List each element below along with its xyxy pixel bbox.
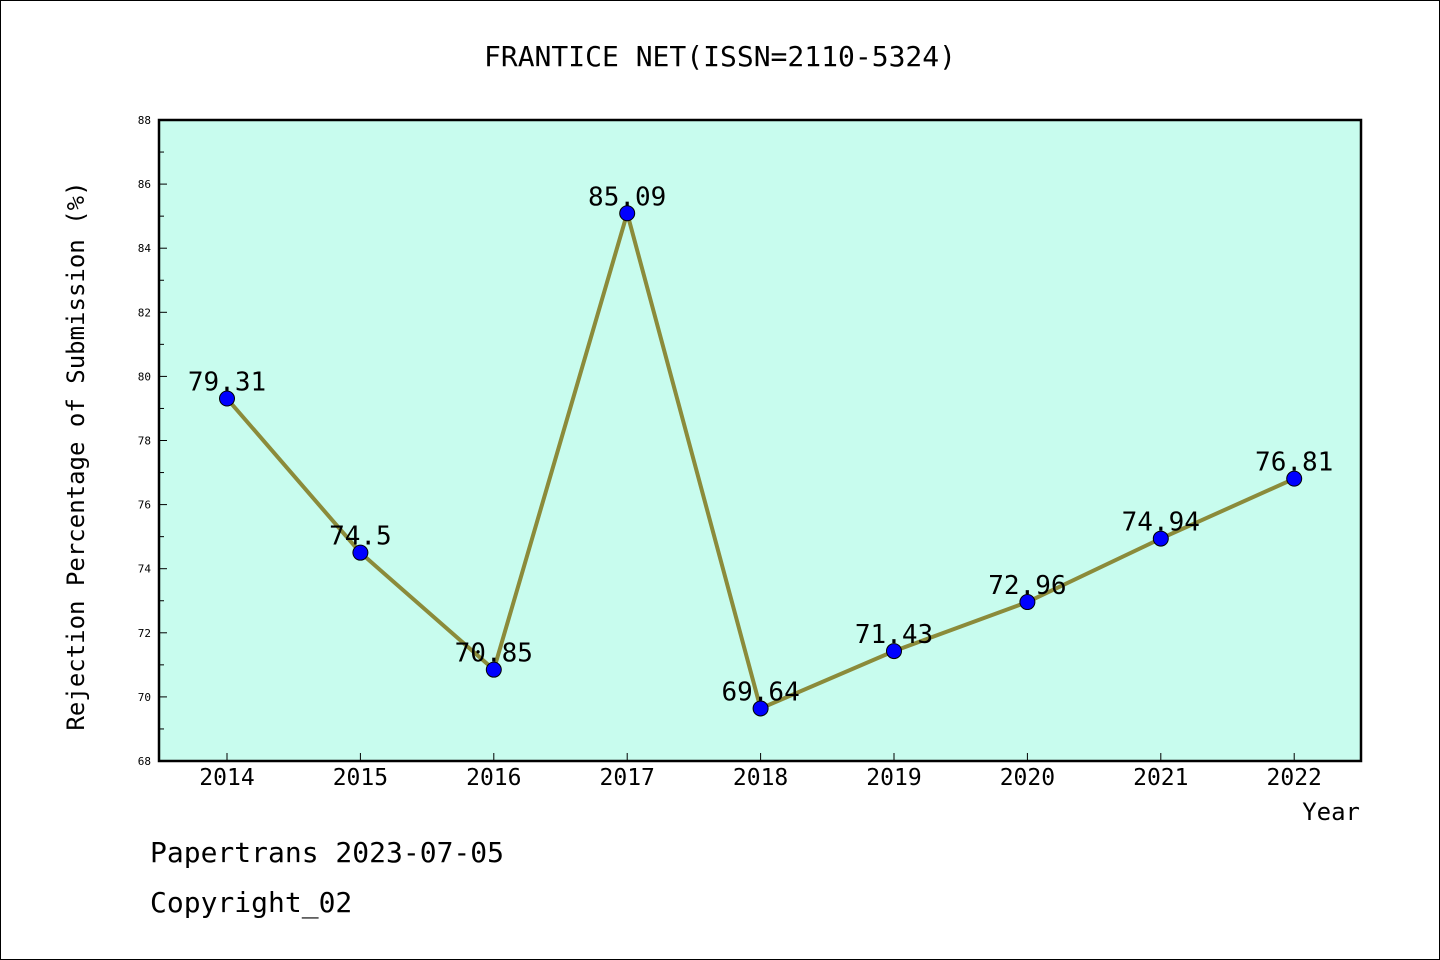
chart-title: FRANTICE NET(ISSN=2110-5324) bbox=[484, 40, 956, 73]
x-tick-label: 2022 bbox=[1267, 765, 1322, 791]
data-label: 74.5 bbox=[329, 522, 392, 552]
y-tick-label: 88 bbox=[138, 114, 151, 127]
y-tick-label: 70 bbox=[138, 691, 151, 704]
x-tick-label: 2020 bbox=[1000, 765, 1055, 791]
data-label: 70.85 bbox=[455, 639, 533, 669]
x-tick-label: 2019 bbox=[866, 765, 921, 791]
footer-copyright: Copyright_02 bbox=[150, 886, 353, 919]
data-point bbox=[219, 390, 235, 407]
data-point bbox=[886, 643, 902, 660]
plot-border bbox=[157, 118, 1363, 763]
y-tick-label: 72 bbox=[138, 627, 151, 640]
y-tick-label: 74 bbox=[138, 563, 152, 576]
y-tick-label: 76 bbox=[138, 499, 151, 512]
x-tick-label: 2021 bbox=[1133, 765, 1188, 791]
data-point bbox=[1152, 530, 1169, 547]
y-tick-label: 82 bbox=[138, 306, 151, 319]
y-tick-label: 78 bbox=[138, 435, 151, 448]
data-point bbox=[1286, 470, 1303, 487]
plot-area bbox=[159, 120, 1361, 761]
x-axis-label: Year bbox=[1302, 798, 1360, 826]
data-label: 71.43 bbox=[855, 620, 933, 650]
data-point bbox=[619, 205, 636, 222]
data-label: 79.31 bbox=[188, 368, 266, 398]
data-label: 74.94 bbox=[1122, 508, 1200, 538]
data-point bbox=[1019, 594, 1036, 611]
y-axis-label: Rejection Percentage of Submission (%) bbox=[62, 181, 90, 730]
y-axis-ticks: 68 70 72 74 76 78 80 82 84 86 88 bbox=[138, 114, 167, 768]
x-tick-label: 2016 bbox=[466, 765, 521, 791]
x-axis-ticks: 2014 2015 2016 2017 2018 2019 2020 2021 2022 bbox=[199, 753, 1322, 791]
data-point bbox=[352, 544, 369, 561]
data-label: 72.96 bbox=[988, 571, 1066, 601]
data-labels: 79.31 74.5 70.85 85.09 69.64 71.43 72.96 74.94 7… bbox=[188, 182, 1333, 707]
data-point bbox=[752, 700, 769, 717]
data-label: 76.81 bbox=[1255, 448, 1333, 478]
y-tick-label: 84 bbox=[138, 242, 152, 255]
data-label: 85.09 bbox=[588, 182, 666, 212]
y-tick-label: 68 bbox=[138, 755, 151, 768]
x-tick-label: 2015 bbox=[333, 765, 388, 791]
footer-date: Papertrans 2023-07-05 bbox=[150, 836, 505, 869]
data-label: 69.64 bbox=[721, 677, 799, 707]
data-points bbox=[219, 205, 1303, 717]
data-point bbox=[485, 661, 502, 678]
y-tick-label: 86 bbox=[138, 178, 151, 191]
y-tick-label: 80 bbox=[138, 370, 151, 383]
x-tick-label: 2014 bbox=[199, 765, 254, 791]
x-tick-label: 2018 bbox=[733, 765, 788, 791]
x-tick-label: 2017 bbox=[600, 765, 655, 791]
